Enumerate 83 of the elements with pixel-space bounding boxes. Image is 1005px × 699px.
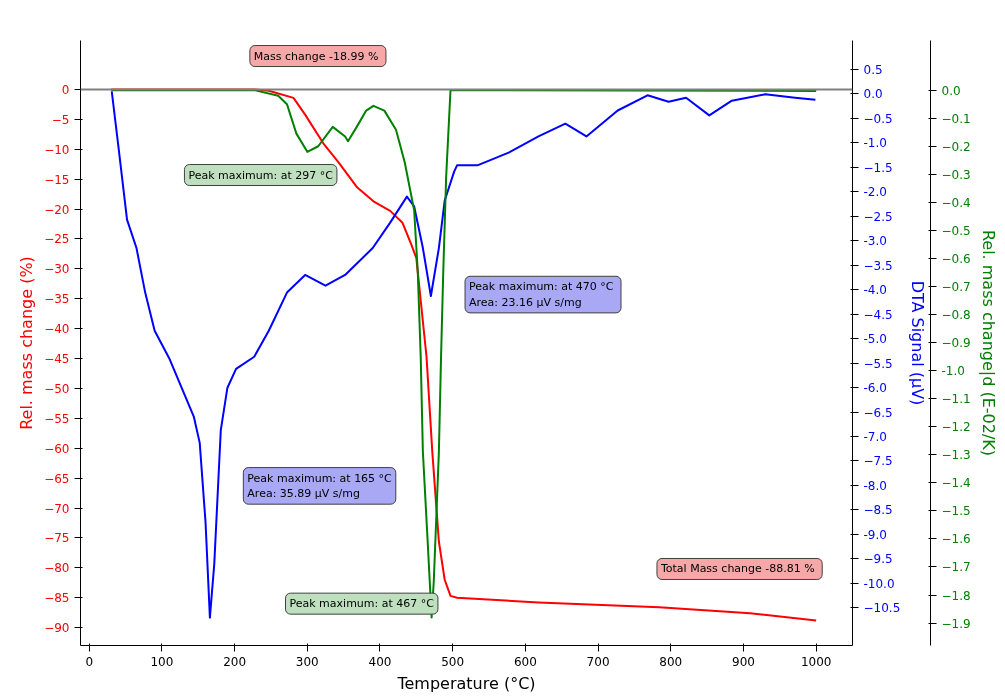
- y2-tick-label: −1.5: [863, 160, 893, 175]
- y2-tick-label: -6.0: [863, 381, 887, 396]
- y3-tick-label: −1.2: [941, 420, 971, 435]
- x-tick-label: 600: [513, 654, 537, 669]
- y2-tick-label: -5.0: [863, 332, 887, 347]
- x-tick-label: 200: [223, 654, 247, 669]
- y-axis-title: Rel. mass change (%): [17, 256, 37, 430]
- annotation: Peak maximum: at 297 °C: [188, 168, 334, 182]
- y2-tick-label: −5.5: [863, 356, 893, 371]
- y-tick-label: −70: [44, 501, 70, 516]
- y-tick-label: −20: [44, 202, 70, 217]
- x-tick-label: 700: [586, 654, 610, 669]
- y-tick-label: −25: [44, 232, 70, 247]
- x-tick-label: 1000: [800, 654, 832, 669]
- y-tick-label: −35: [44, 292, 70, 307]
- annotation: Peak maximum: at 165 °C Area: 35.89 µV s/mg: [247, 471, 393, 501]
- y-tick-label: −30: [44, 262, 70, 277]
- y2-tick-label: −3.5: [863, 258, 893, 273]
- y-tick-label: −65: [44, 471, 70, 486]
- annotation: Peak maximum: at 470 °C Area: 23.16 µV s/mg: [469, 280, 614, 309]
- y3-tick-label: −0.2: [941, 139, 971, 154]
- y3-tick-label: −1.5: [941, 504, 971, 519]
- y-tick-label: −5: [51, 112, 70, 127]
- y2-tick-label: -4.0: [863, 283, 887, 298]
- annotation: Mass change -18.99 %: [253, 49, 379, 63]
- y3-tick-label: −0.7: [941, 279, 971, 294]
- y2-tick-label: -2.0: [863, 185, 887, 200]
- y2-tick-label: -1.0: [863, 136, 887, 151]
- y-tick-label: −75: [44, 531, 70, 546]
- y3-tick-label: −0.5: [941, 223, 971, 238]
- y-tick-label: −50: [44, 381, 70, 396]
- x-tick-label: 100: [150, 654, 174, 669]
- y3-tick-label: 0.0: [941, 83, 961, 98]
- y3-tick-label: −0.3: [941, 167, 971, 182]
- y3-tick-label: −0.1: [941, 111, 971, 126]
- x-tick-label: 300: [295, 654, 319, 669]
- y3-tick-label: −1.8: [941, 588, 971, 603]
- x-tick-label: 500: [441, 654, 465, 669]
- y2-tick-label: -10.0: [863, 576, 895, 591]
- x-tick-label: 400: [368, 654, 392, 669]
- y3-tick-label: −0.8: [941, 308, 971, 323]
- y3-tick-label: −1.6: [941, 532, 971, 547]
- y2-tick-label: −4.5: [863, 307, 893, 322]
- y3-tick-label: −0.4: [941, 195, 971, 210]
- y2-tick-label: -9.0: [863, 527, 887, 542]
- y3-axis-title: Rel. mass change|d (E-02/K): [978, 229, 998, 457]
- y3-tick-label: −0.6: [941, 251, 971, 266]
- y2-tick-label: −9.5: [863, 552, 893, 567]
- y2-tick-label: -8.0: [863, 478, 887, 493]
- y3-tick-label: -1.0: [941, 364, 965, 379]
- y-tick-label: −90: [44, 621, 70, 636]
- x-tick-label: 0: [85, 654, 94, 669]
- y-tick-label: −10: [44, 142, 70, 157]
- y2-tick-label: −7.5: [863, 454, 893, 469]
- y-tick-label: 0: [61, 83, 70, 98]
- x-axis-title: Temperature (°C): [396, 673, 536, 693]
- x-tick-label: 900: [732, 654, 755, 669]
- annotation: Peak maximum: at 467 °C: [289, 597, 435, 611]
- y2-tick-label: 0.5: [863, 62, 883, 77]
- y3-tick-label: −1.1: [941, 392, 971, 407]
- y3-tick-label: −1.4: [941, 476, 971, 491]
- y2-tick-label: −0.5: [863, 111, 893, 126]
- y2-tick-label: -3.0: [863, 234, 887, 249]
- y-tick-label: −55: [44, 411, 70, 426]
- y3-tick-label: −1.7: [941, 560, 971, 575]
- y2-tick-label: −2.5: [863, 209, 893, 224]
- y3-tick-label: −0.9: [941, 336, 971, 351]
- y3-tick-label: −1.9: [941, 616, 971, 631]
- y-tick-label: −85: [44, 591, 70, 606]
- y2-tick-label: -7.0: [863, 429, 887, 444]
- y3-tick-label: −1.3: [941, 448, 971, 463]
- y-tick-label: −80: [44, 561, 70, 576]
- y2-tick-label: −10.5: [863, 601, 901, 616]
- y-tick-label: −40: [44, 322, 70, 337]
- annotation: Total Mass change -88.81 %: [659, 562, 815, 576]
- y-tick-label: −60: [44, 441, 70, 456]
- y-tick-label: −15: [44, 172, 70, 187]
- y-tick-label: −45: [44, 352, 70, 367]
- y2-tick-label: 0.0: [863, 87, 883, 102]
- y2-tick-label: −6.5: [863, 405, 893, 420]
- y2-tick-label: −8.5: [863, 503, 893, 518]
- x-tick-label: 800: [659, 654, 683, 669]
- y2-axis-title: DTA Signal (µV): [908, 280, 928, 406]
